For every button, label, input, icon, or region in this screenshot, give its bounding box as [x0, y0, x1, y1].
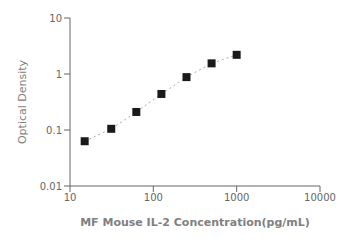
svg-text:MF Mouse IL-2 Concentration(pg: MF Mouse IL-2 Concentration(pg/mL) — [80, 216, 310, 229]
svg-text:10: 10 — [49, 13, 62, 24]
svg-text:10000: 10000 — [304, 192, 336, 203]
svg-text:0.01: 0.01 — [40, 181, 62, 192]
svg-text:10: 10 — [64, 192, 77, 203]
svg-text:100: 100 — [144, 192, 163, 203]
svg-text:Optical Density: Optical Density — [16, 59, 29, 144]
svg-text:0.1: 0.1 — [46, 125, 62, 136]
svg-text:1: 1 — [56, 69, 62, 80]
svg-text:1000: 1000 — [224, 192, 249, 203]
